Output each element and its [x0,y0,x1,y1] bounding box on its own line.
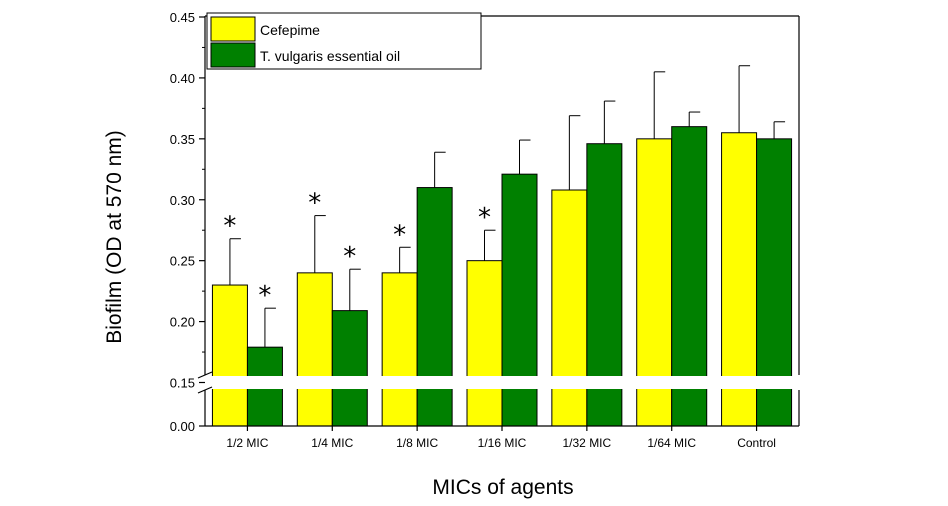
bar-t-vulgaris-essential-oil [331,310,368,427]
significance-markers: * * * * * * [223,189,491,312]
legend-label-cefepime: Cefepime [260,22,320,38]
x-tick-label: 1/16 MIC [478,436,527,450]
axes: 0.00 0.15 0.20 0.25 0.30 0.35 0.40 0.45 1/2 MIC 1… [170,10,801,450]
significance-star: * [343,242,356,272]
y-tick-label: 0.25 [170,254,195,269]
bar-cefepime [381,272,418,427]
y-tick-label: 0.45 [170,10,195,25]
error-bars-layer [229,65,786,348]
y-tick-label: 0.30 [170,193,195,208]
y-tick-label: 0.15 [170,376,195,391]
legend-swatch-thyme-oil [210,42,256,68]
bar-cefepime [551,189,588,427]
significance-star: * [223,212,236,242]
significance-star: * [308,189,321,219]
significance-star: * [478,203,491,233]
axis-break-mark [197,386,213,394]
legend-label-thyme-oil: T. vulgaris essential oil [260,48,400,64]
bar-cefepime [466,260,503,427]
x-tick-label: 1/32 MIC [563,436,612,450]
bar-cefepime [296,272,333,427]
y-tick-label: 0.00 [170,419,195,434]
x-tick-label: 1/4 MIC [311,436,353,450]
y-axis-title: Biofilm (OD at 570 nm) [103,130,126,344]
x-axis-title: MICs of agents [432,476,573,499]
significance-star: * [393,220,406,250]
x-tick-label: 1/8 MIC [396,436,438,450]
y-tick-label: 0.20 [170,315,195,330]
x-tick-label: 1/64 MIC [647,436,696,450]
axis-break-mark [197,371,213,379]
x-tick-label: Control [737,436,776,450]
x-tick-label: 1/2 MIC [226,436,268,450]
y-tick-label: 0.35 [170,132,195,147]
axis-break-gap [197,376,801,389]
bar-cefepime [211,284,248,427]
legend-swatch-cefepime [210,16,256,42]
bar-t-vulgaris-essential-oil [416,187,453,427]
legend: Cefepime T. vulgaris essential oil [206,12,482,70]
significance-star: * [258,281,271,311]
y-tick-label: 0.40 [170,71,195,86]
